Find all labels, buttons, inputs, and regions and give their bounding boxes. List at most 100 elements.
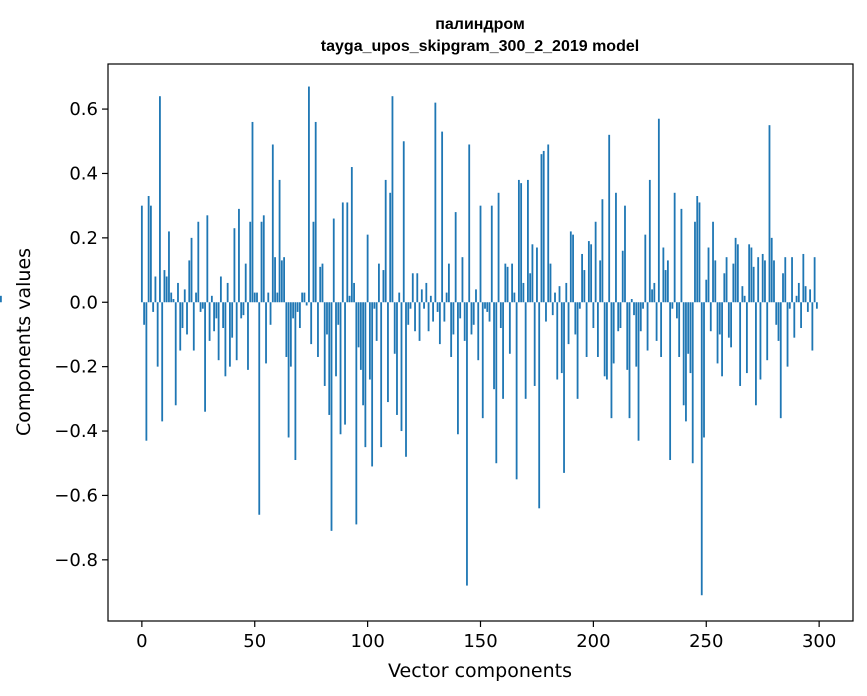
bar (698, 202, 701, 303)
bar (608, 134, 611, 303)
bar (493, 302, 495, 390)
bar (497, 192, 500, 303)
bar (364, 302, 367, 448)
bar (170, 292, 173, 303)
bar (147, 196, 150, 303)
bar (527, 179, 529, 303)
bar (761, 253, 764, 303)
bar (811, 302, 814, 351)
bar (755, 302, 757, 406)
bar (303, 292, 306, 303)
bar (499, 302, 502, 329)
bar (791, 257, 793, 303)
bar (156, 302, 159, 367)
bar (308, 86, 310, 303)
bar (186, 302, 188, 335)
bar (486, 302, 489, 312)
bar (644, 234, 647, 303)
bar (538, 302, 541, 509)
chart-title: палиндром (435, 16, 525, 33)
bar (283, 257, 285, 303)
bar-series (0, 86, 818, 596)
bar (427, 302, 430, 332)
bar (339, 302, 342, 435)
bar (445, 292, 448, 303)
bar (378, 263, 380, 303)
x-tick-label: 250 (689, 631, 723, 652)
bar (655, 302, 658, 341)
bar (542, 150, 545, 303)
bar (734, 237, 737, 303)
bar (438, 302, 441, 345)
bar (296, 302, 299, 312)
bar (777, 302, 780, 341)
bar (515, 302, 518, 480)
bar (461, 257, 464, 303)
bar (219, 276, 222, 303)
bar (524, 302, 527, 399)
bar (633, 302, 635, 316)
bar (479, 205, 482, 303)
bar (551, 302, 554, 316)
bar (617, 302, 620, 332)
bar (775, 302, 778, 325)
bar (177, 282, 179, 303)
bar (569, 231, 572, 303)
bar (233, 228, 236, 303)
bar (592, 302, 595, 329)
bar (752, 266, 755, 303)
bar (348, 295, 351, 303)
bar (414, 302, 416, 332)
bar (766, 302, 769, 361)
bar (310, 302, 313, 345)
bar (353, 282, 355, 303)
bar (587, 241, 590, 303)
bar (317, 302, 319, 357)
bar (513, 292, 516, 303)
bar (355, 302, 358, 525)
bar (502, 302, 504, 399)
bar (368, 302, 371, 380)
bar (396, 302, 398, 415)
bar (696, 196, 699, 303)
bar (468, 144, 471, 303)
bar (289, 302, 292, 367)
bar (332, 218, 335, 303)
bar (533, 302, 536, 386)
bar (651, 289, 653, 303)
bar (642, 302, 644, 309)
bar (694, 221, 696, 303)
bar (172, 299, 175, 303)
bar (387, 302, 389, 403)
y-tick-label: −0.2 (54, 357, 98, 378)
bar (736, 244, 739, 303)
bar (565, 282, 568, 303)
bar (673, 192, 676, 303)
bar (371, 302, 374, 467)
bar (508, 302, 511, 354)
bar (664, 270, 667, 303)
bar (599, 260, 602, 303)
bar (190, 237, 193, 303)
bar (267, 292, 270, 303)
bar (809, 289, 812, 303)
bar (635, 302, 638, 367)
bar (206, 215, 209, 303)
bar (743, 295, 746, 303)
bar (802, 253, 805, 303)
bar (402, 141, 405, 303)
bar (274, 257, 276, 303)
plot-frame (107, 63, 854, 622)
bar (269, 302, 272, 325)
bar (806, 302, 809, 312)
bar (619, 302, 622, 329)
bar (457, 302, 459, 435)
bar (242, 302, 245, 316)
bar (265, 302, 267, 364)
bar (563, 302, 565, 473)
y-tick-label: 0.0 (69, 292, 98, 313)
bar (536, 247, 538, 303)
bar (466, 302, 468, 586)
bar (709, 302, 712, 332)
bar (718, 302, 721, 335)
